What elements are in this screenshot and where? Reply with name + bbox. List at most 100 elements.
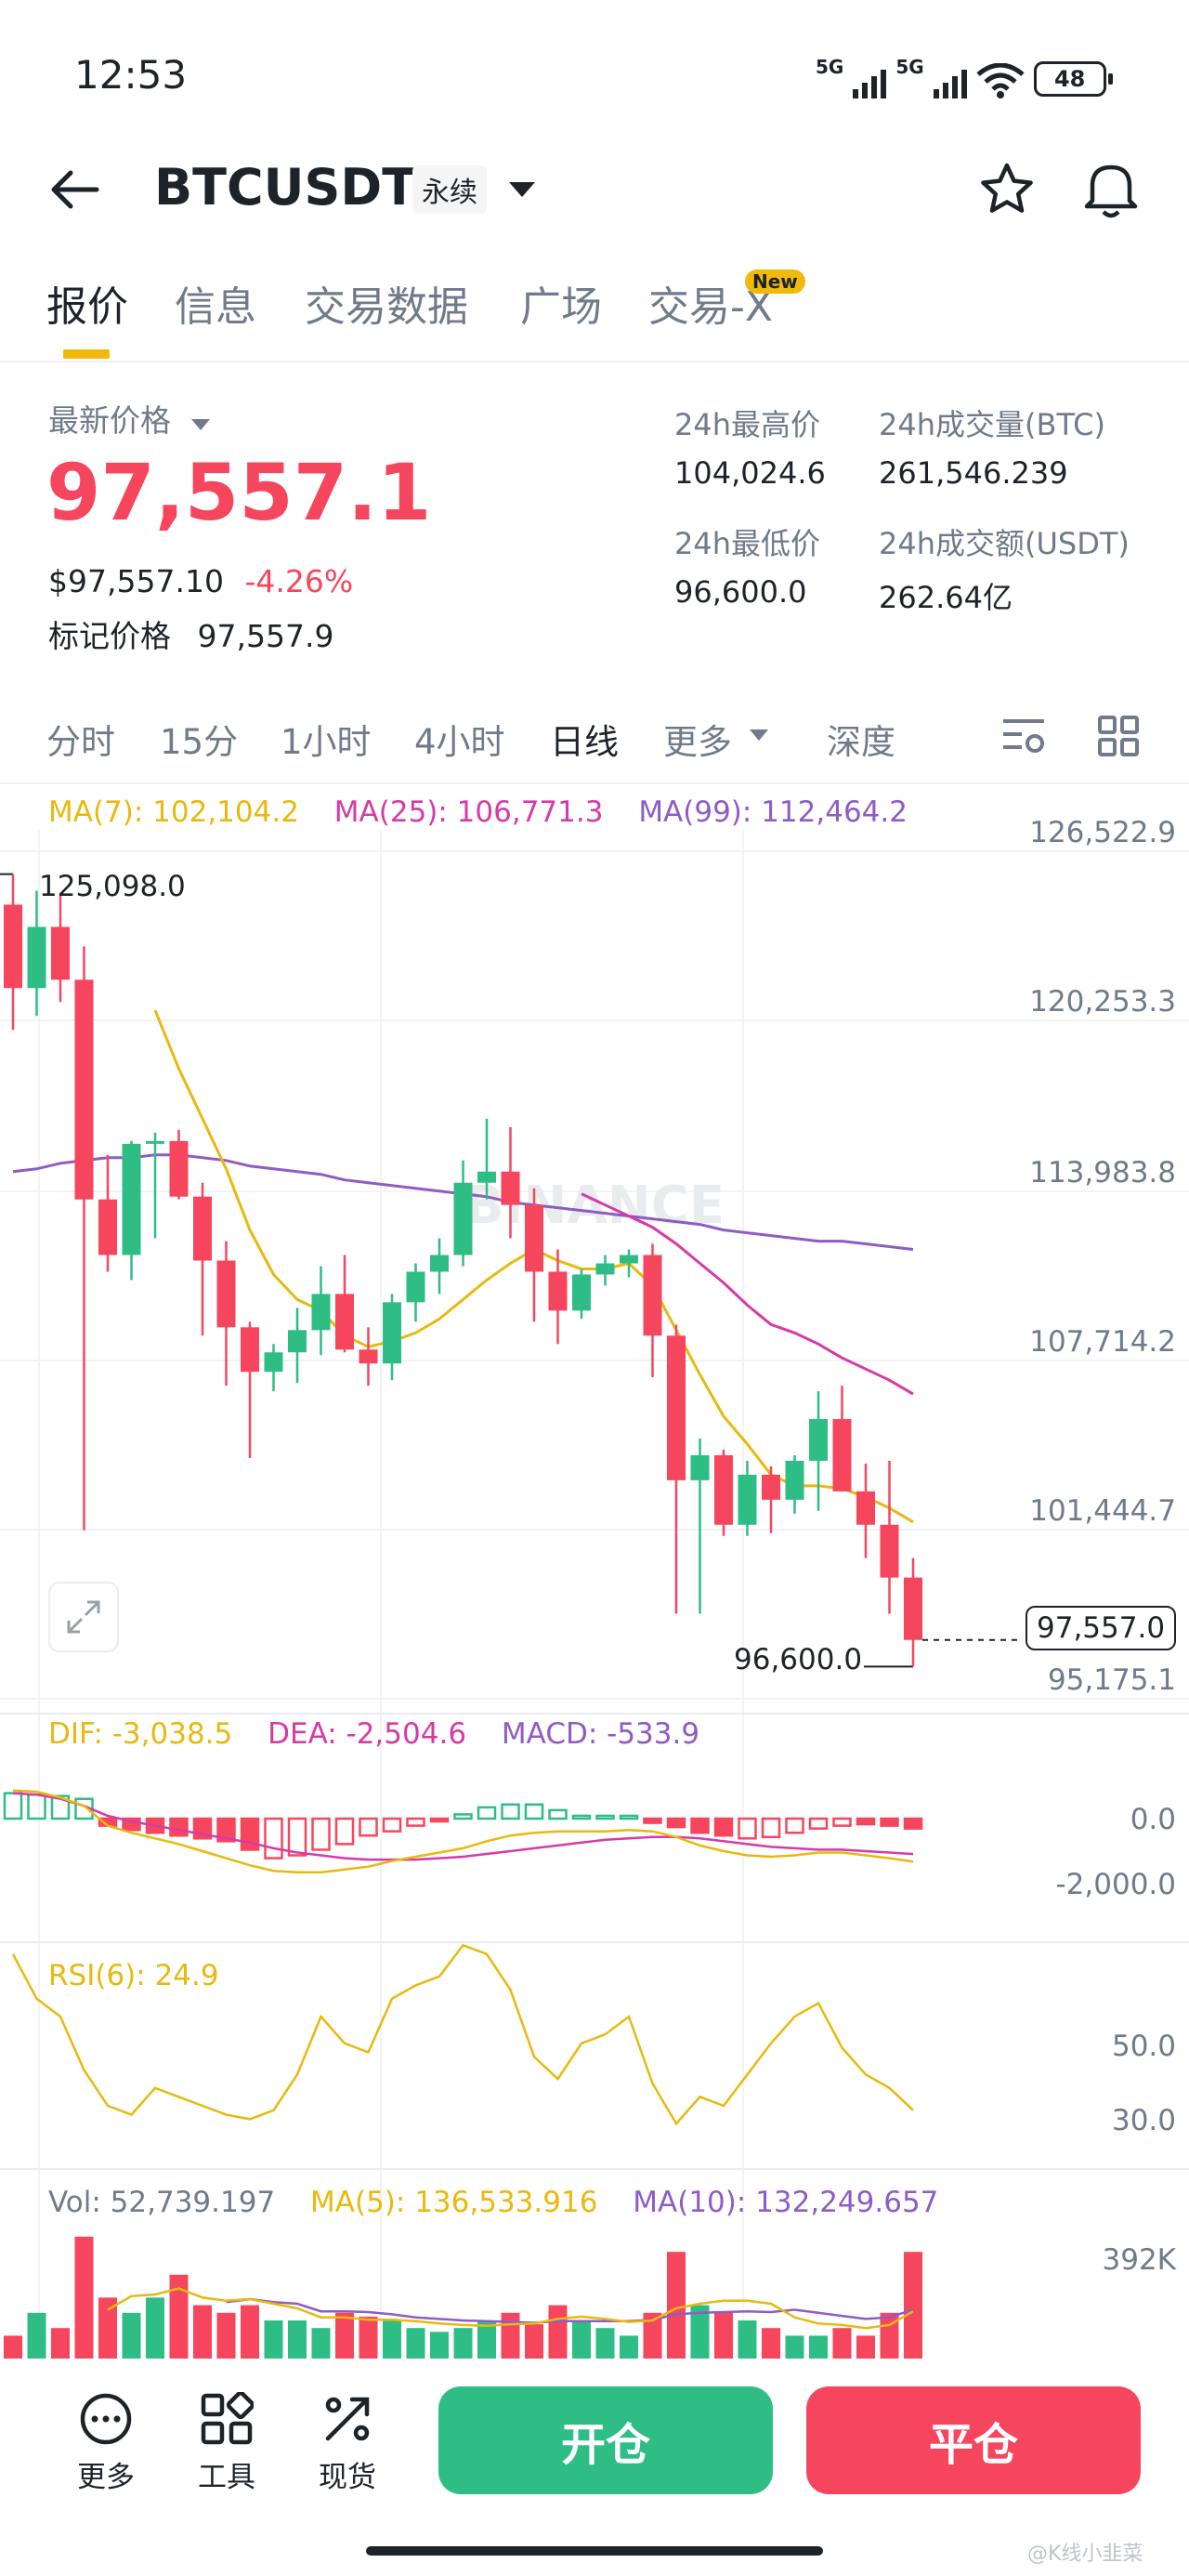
- macd-hist-bar: [880, 1817, 899, 1827]
- volume-bar: [216, 2312, 236, 2359]
- more-dots-icon: [80, 2393, 132, 2445]
- volume-bar: [406, 2328, 425, 2359]
- candle-body: [785, 1460, 804, 1500]
- legend-dif: DIF: -3,038.5: [48, 1717, 233, 1751]
- volume-bar: [311, 2328, 331, 2359]
- candle-body: [477, 1171, 496, 1183]
- tools-button[interactable]: 工具: [193, 2390, 260, 2495]
- back-arrow-icon[interactable]: [48, 167, 100, 212]
- interval-bar: 分时 15分 1小时 4小时 日线 更多 深度: [0, 714, 1189, 779]
- close-position-button[interactable]: 平仓: [806, 2386, 1141, 2494]
- candle-body: [359, 1349, 378, 1364]
- spot-button[interactable]: 现货: [314, 2392, 381, 2495]
- legend-vol: Vol: 52,739.197: [48, 2186, 276, 2219]
- dif-line: [12, 1789, 914, 1874]
- signal-5g-label-2: 5G: [895, 56, 924, 78]
- candle-body: [548, 1271, 568, 1311]
- high-marker-label: 125,098.0: [39, 870, 186, 903]
- macd-hist-bar: [903, 1817, 923, 1830]
- candle-body: [880, 1524, 899, 1578]
- volume-bar: [501, 2312, 520, 2359]
- tab-square[interactable]: 广场: [520, 283, 602, 331]
- header: BTCUSDT 永续: [0, 139, 1189, 242]
- candle-body: [264, 1352, 283, 1373]
- macd-hist-bar: [571, 1814, 592, 1820]
- battery-level: 48: [1033, 61, 1106, 97]
- candle-body: [193, 1196, 212, 1261]
- volume-bar: [74, 2236, 94, 2359]
- status-time: 12:53: [74, 52, 188, 98]
- interval-4h[interactable]: 4小时: [414, 722, 505, 762]
- macd-hist-bar: [524, 1803, 544, 1820]
- candle-body: [216, 1260, 236, 1328]
- candle-body: [453, 1182, 473, 1255]
- candle-body: [572, 1274, 591, 1311]
- stats-high: 24h最高价 104,024.6: [674, 401, 826, 491]
- volume-bar: [27, 2312, 46, 2359]
- legend-rsi: RSI(6): 24.9: [48, 1959, 219, 1992]
- rsi-axis-label: 30.0: [1111, 2104, 1176, 2137]
- tab-quote[interactable]: 报价: [46, 283, 128, 331]
- macd-hist-bar: [477, 1806, 497, 1820]
- spot-swap-icon: [325, 2397, 370, 2441]
- rsi-line: [11, 1943, 914, 2126]
- volume-bar: [643, 2312, 662, 2359]
- volume-bar: [880, 2312, 899, 2359]
- interval-more-dropdown-icon[interactable]: [749, 729, 769, 742]
- high-value: 104,024.6: [674, 455, 826, 491]
- more-label: 更多: [77, 2461, 135, 2494]
- volume-axis-label: 392K: [1102, 2243, 1177, 2277]
- interval-depth[interactable]: 深度: [827, 722, 895, 762]
- main-legend: MA(7): 102,104.2 MA(25): 106,771.3 MA(99…: [48, 795, 908, 829]
- interval-1d[interactable]: 日线: [550, 722, 619, 762]
- volume-bar: [122, 2312, 141, 2359]
- legend-vol-ma10: MA(10): 132,249.657: [633, 2186, 939, 2219]
- low-marker-label: 96,600.0: [734, 1643, 863, 1676]
- legend-macd: MACD: -533.9: [501, 1717, 700, 1751]
- latest-price-label-row[interactable]: 最新价格: [48, 396, 211, 440]
- mark-price: 97,557.9: [197, 618, 334, 654]
- vol-ma10-line: [226, 2297, 914, 2324]
- interval-more[interactable]: 更多: [663, 722, 732, 762]
- latest-price-dropdown-icon: [190, 419, 210, 430]
- volume-legend: Vol: 52,739.197 MA(5): 136,533.916 MA(10…: [48, 2186, 938, 2219]
- macd-hist-bar: [359, 1817, 378, 1837]
- mark-price-label: 标记价格: [48, 618, 171, 654]
- volume-bar: [690, 2305, 710, 2359]
- volume-bar: [51, 2328, 70, 2359]
- candle-body: [122, 1143, 141, 1255]
- open-position-button[interactable]: 开仓: [438, 2386, 773, 2494]
- status-icons: 5G 5G 48: [816, 56, 1113, 99]
- indicator-settings-icon[interactable]: [1001, 716, 1046, 756]
- symbol-dropdown-icon[interactable]: [507, 180, 537, 199]
- interval-15m[interactable]: 15分: [160, 722, 239, 762]
- candle-body: [74, 979, 94, 1200]
- favorite-star-icon[interactable]: [979, 162, 1035, 217]
- macd-hist-bar: [738, 1817, 757, 1840]
- symbol-title[interactable]: BTCUSDT: [154, 158, 417, 217]
- vol-btc-value: 261,546.239: [879, 455, 1068, 491]
- chart-area[interactable]: BINANCE MA(7): 102,104.2 MA(25): 106,771…: [0, 782, 1189, 2362]
- macd-hist-bar: [169, 1817, 189, 1837]
- last-price-tag: 97,557.0: [1026, 1606, 1177, 1650]
- stats-low: 24h最低价 96,600.0: [674, 520, 820, 610]
- notification-bell-icon[interactable]: [1083, 160, 1139, 219]
- interval-timeline[interactable]: 分时: [46, 722, 115, 762]
- tab-info[interactable]: 信息: [175, 283, 256, 331]
- tab-trading-data[interactable]: 交易数据: [305, 283, 468, 331]
- more-button[interactable]: 更多: [72, 2392, 139, 2495]
- interval-1h[interactable]: 1小时: [281, 722, 372, 762]
- macd-legend: DIF: -3,038.5 DEA: -2,504.6 MACD: -533.9: [48, 1717, 699, 1751]
- macd-hist-bar: [619, 1814, 639, 1820]
- rsi-legend: RSI(6): 24.9: [48, 1959, 219, 1992]
- fullscreen-button[interactable]: [48, 1582, 119, 1652]
- price-sub-row: $97,557.10 -4.26%: [48, 563, 353, 599]
- candle-body: [690, 1454, 710, 1480]
- macd-axis-label: 0.0: [1130, 1803, 1176, 1836]
- volume-bar: [169, 2274, 189, 2359]
- candle-body: [809, 1419, 828, 1461]
- candle-body: [288, 1330, 307, 1353]
- layout-grid-icon[interactable]: [1098, 716, 1139, 756]
- macd-hist-bar: [311, 1817, 331, 1851]
- macd-hist-bar: [595, 1814, 615, 1820]
